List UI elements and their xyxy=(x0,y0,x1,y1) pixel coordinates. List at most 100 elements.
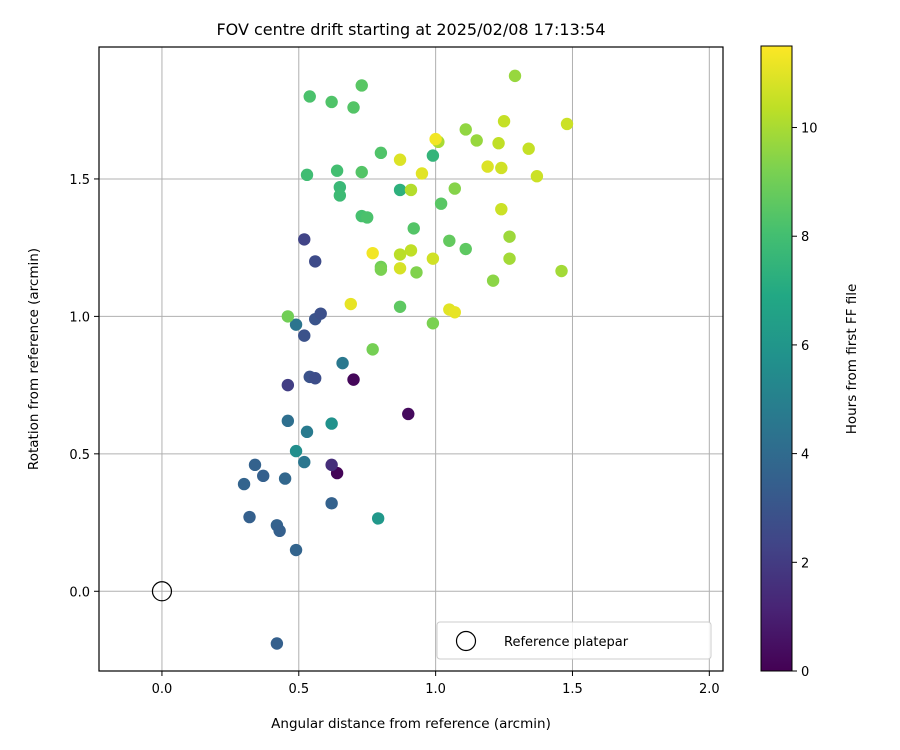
data-point xyxy=(495,202,508,216)
data-point xyxy=(503,252,516,265)
colorbar-ticks: 0 2 4 6 8 10 xyxy=(792,122,818,680)
data-point xyxy=(497,115,511,128)
data-point xyxy=(257,469,270,483)
data-point xyxy=(270,637,284,650)
colorbar-tick-label: 6 xyxy=(801,339,809,354)
x-tick-label: 1.0 xyxy=(425,682,446,697)
data-point xyxy=(289,318,303,331)
data-point xyxy=(289,444,303,458)
y-tick-label: 1.5 xyxy=(69,173,90,188)
data-point xyxy=(481,160,494,173)
data-point xyxy=(325,497,338,510)
x-axis: 0.0 0.5 1.0 1.5 2.0 xyxy=(152,671,720,697)
data-point xyxy=(448,182,461,195)
data-point xyxy=(410,266,423,279)
data-point xyxy=(309,372,322,385)
data-point xyxy=(492,137,505,150)
data-point xyxy=(361,211,374,224)
grid xyxy=(99,47,723,671)
colorbar-tick-label: 10 xyxy=(801,122,818,137)
data-point xyxy=(281,378,295,392)
data-point xyxy=(289,543,303,557)
x-tick-label: 0.0 xyxy=(152,682,173,697)
x-axis-label: Angular distance from reference (arcmin) xyxy=(271,716,551,732)
data-point xyxy=(325,95,338,109)
data-point xyxy=(495,161,508,175)
data-point xyxy=(347,373,360,386)
colorbar-gradient xyxy=(760,45,793,672)
data-point xyxy=(470,134,483,147)
data-point xyxy=(426,317,440,330)
data-points xyxy=(151,69,574,650)
colorbar-tick-label: 4 xyxy=(801,448,809,463)
data-point xyxy=(448,306,461,319)
data-point xyxy=(522,142,535,155)
data-point xyxy=(415,167,429,180)
legend-box xyxy=(436,621,712,660)
data-point xyxy=(374,146,388,160)
data-point xyxy=(503,230,516,243)
y-axis: 0.0 0.5 1.0 1.5 xyxy=(69,173,99,600)
y-axis-label: Rotation from reference (arcmin) xyxy=(26,248,42,470)
data-point xyxy=(530,169,544,183)
data-point xyxy=(402,407,415,421)
x-tick-label: 0.5 xyxy=(288,682,309,697)
data-point xyxy=(243,510,256,524)
data-point xyxy=(300,168,314,182)
data-point xyxy=(426,149,440,162)
data-point xyxy=(303,90,316,103)
data-point xyxy=(355,79,368,92)
data-point xyxy=(393,248,407,261)
data-point xyxy=(344,297,357,311)
data-point xyxy=(486,274,500,287)
x-tick-label: 2.0 xyxy=(699,682,720,697)
data-point xyxy=(459,242,472,256)
data-point xyxy=(237,477,251,491)
data-point xyxy=(393,262,407,275)
data-point xyxy=(325,458,338,472)
data-point xyxy=(333,189,347,202)
data-point xyxy=(330,164,344,177)
data-point xyxy=(273,524,286,538)
data-point xyxy=(371,512,385,525)
plot-frame xyxy=(98,46,724,672)
data-point xyxy=(426,252,440,265)
data-point xyxy=(281,310,295,323)
data-point xyxy=(366,343,379,356)
data-point xyxy=(434,197,448,210)
data-point xyxy=(393,183,407,197)
data-point xyxy=(278,472,292,485)
data-point xyxy=(314,307,327,320)
data-point xyxy=(309,255,322,268)
x-tick-label: 1.5 xyxy=(562,682,583,697)
data-point xyxy=(393,153,407,166)
y-tick-label: 1.0 xyxy=(69,310,90,325)
colorbar-label: Hours from first FF file xyxy=(844,284,860,435)
data-point xyxy=(393,300,407,313)
y-tick-label: 0.0 xyxy=(69,585,90,600)
data-point xyxy=(459,123,472,136)
y-tick-label: 0.5 xyxy=(69,448,90,463)
data-point xyxy=(298,329,311,342)
data-point xyxy=(336,356,349,370)
data-point xyxy=(300,425,314,439)
data-point xyxy=(508,69,522,83)
data-point xyxy=(407,222,420,235)
colorbar-tick-label: 2 xyxy=(801,556,809,571)
legend-marker-reference xyxy=(455,630,477,652)
legend: Reference platepar xyxy=(436,621,712,660)
data-point xyxy=(281,414,295,428)
data-point xyxy=(443,234,456,247)
data-point xyxy=(347,101,360,114)
data-point xyxy=(560,117,574,131)
legend-label-reference: Reference platepar xyxy=(504,635,629,650)
data-point xyxy=(248,458,262,472)
chart-title: FOV centre drift starting at 2025/02/08 … xyxy=(216,20,605,39)
data-point xyxy=(374,263,388,276)
colorbar: 0 2 4 6 8 10 Hours from first FF file xyxy=(760,45,860,680)
data-point xyxy=(298,233,311,246)
data-point xyxy=(366,246,379,260)
data-point xyxy=(298,455,311,469)
data-point xyxy=(555,264,568,278)
